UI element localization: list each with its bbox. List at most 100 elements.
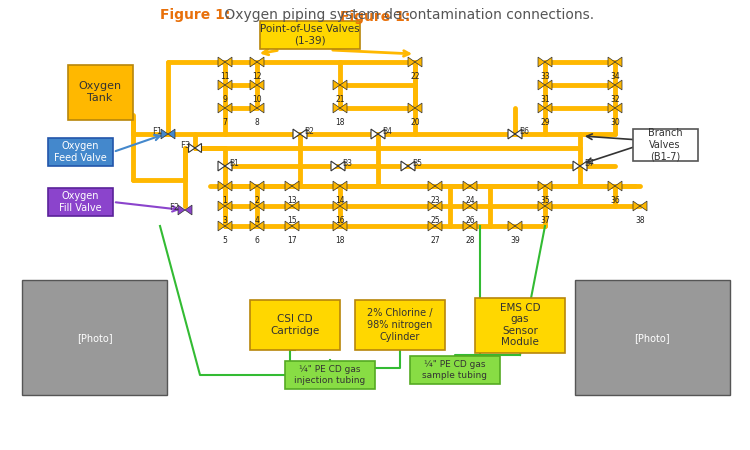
Text: B4: B4 (382, 127, 392, 136)
Polygon shape (292, 221, 299, 231)
Polygon shape (515, 221, 522, 231)
FancyBboxPatch shape (575, 280, 730, 395)
Polygon shape (185, 205, 192, 215)
FancyBboxPatch shape (475, 297, 565, 352)
Polygon shape (340, 181, 347, 191)
Text: 16: 16 (335, 216, 345, 225)
Polygon shape (608, 80, 615, 90)
Polygon shape (257, 57, 264, 67)
Text: 5: 5 (223, 236, 227, 245)
Polygon shape (408, 57, 415, 67)
FancyBboxPatch shape (68, 64, 133, 120)
Polygon shape (508, 221, 515, 231)
Polygon shape (225, 181, 232, 191)
Polygon shape (545, 181, 552, 191)
Text: 14: 14 (335, 196, 345, 205)
Text: 30: 30 (610, 118, 620, 127)
Text: 18: 18 (335, 118, 345, 127)
Text: 37: 37 (540, 216, 550, 225)
Polygon shape (371, 129, 378, 139)
Text: [Photo]: [Photo] (634, 333, 670, 343)
Polygon shape (401, 161, 408, 171)
Text: 35: 35 (540, 196, 550, 205)
Polygon shape (608, 181, 615, 191)
Text: 1: 1 (223, 196, 227, 205)
Polygon shape (338, 161, 345, 171)
Text: Point-of-Use Valves
(1-39): Point-of-Use Valves (1-39) (260, 24, 360, 46)
Polygon shape (415, 57, 422, 67)
Text: 22: 22 (410, 72, 420, 81)
Text: B2: B2 (304, 127, 313, 136)
Polygon shape (225, 57, 232, 67)
Polygon shape (285, 201, 292, 211)
Polygon shape (435, 181, 442, 191)
Polygon shape (545, 57, 552, 67)
Text: F2: F2 (169, 202, 179, 211)
Text: 17: 17 (287, 236, 297, 245)
Text: 32: 32 (610, 95, 620, 104)
Polygon shape (225, 221, 232, 231)
Polygon shape (188, 144, 195, 153)
Polygon shape (257, 80, 264, 90)
Polygon shape (515, 129, 522, 139)
Text: 20: 20 (410, 118, 420, 127)
Text: 26: 26 (465, 216, 475, 225)
Text: 23: 23 (430, 196, 439, 205)
Text: 39: 39 (510, 236, 520, 245)
Polygon shape (218, 181, 225, 191)
Text: 38: 38 (635, 216, 645, 225)
FancyBboxPatch shape (410, 356, 500, 384)
Polygon shape (608, 57, 615, 67)
Polygon shape (463, 181, 470, 191)
Polygon shape (225, 201, 232, 211)
Polygon shape (470, 221, 477, 231)
Text: 4: 4 (254, 216, 260, 225)
Polygon shape (218, 221, 225, 231)
Polygon shape (257, 221, 264, 231)
Polygon shape (463, 201, 470, 211)
Polygon shape (538, 181, 545, 191)
FancyBboxPatch shape (22, 280, 167, 395)
Polygon shape (408, 161, 415, 171)
Text: EMS CD
gas
Sensor
Module: EMS CD gas Sensor Module (500, 302, 540, 347)
Text: 8: 8 (254, 118, 260, 127)
Text: [Photo]: [Photo] (77, 333, 112, 343)
Text: 29: 29 (540, 118, 550, 127)
Polygon shape (428, 181, 435, 191)
Polygon shape (470, 201, 477, 211)
Text: B7: B7 (584, 159, 594, 168)
Polygon shape (615, 57, 622, 67)
Polygon shape (218, 201, 225, 211)
Text: B1: B1 (229, 159, 238, 168)
Polygon shape (333, 181, 340, 191)
Polygon shape (250, 201, 257, 211)
Polygon shape (257, 103, 264, 113)
Polygon shape (161, 129, 168, 139)
Polygon shape (615, 181, 622, 191)
Text: 24: 24 (465, 196, 475, 205)
Polygon shape (415, 103, 422, 113)
Polygon shape (580, 161, 587, 171)
Polygon shape (463, 221, 470, 231)
FancyBboxPatch shape (632, 129, 698, 161)
Text: 18: 18 (335, 236, 345, 245)
Polygon shape (333, 80, 340, 90)
Text: B3: B3 (342, 159, 352, 168)
Polygon shape (331, 161, 338, 171)
Text: CSI CD
Cartridge: CSI CD Cartridge (270, 314, 320, 336)
Polygon shape (538, 80, 545, 90)
Text: 13: 13 (287, 196, 297, 205)
Text: 34: 34 (610, 72, 620, 81)
Text: Figure 1:: Figure 1: (160, 8, 230, 22)
Text: 36: 36 (610, 196, 620, 205)
Polygon shape (218, 57, 225, 67)
Polygon shape (250, 80, 257, 90)
Text: 7: 7 (223, 118, 227, 127)
Text: ¼" PE CD gas
sample tubing: ¼" PE CD gas sample tubing (422, 360, 488, 380)
Text: 9: 9 (223, 95, 227, 104)
Polygon shape (292, 181, 299, 191)
Polygon shape (333, 201, 340, 211)
Text: ¼" PE CD gas
injection tubing: ¼" PE CD gas injection tubing (294, 365, 366, 385)
Text: Branch
Valves
(B1-7): Branch Valves (B1-7) (648, 128, 682, 162)
FancyBboxPatch shape (260, 21, 360, 49)
